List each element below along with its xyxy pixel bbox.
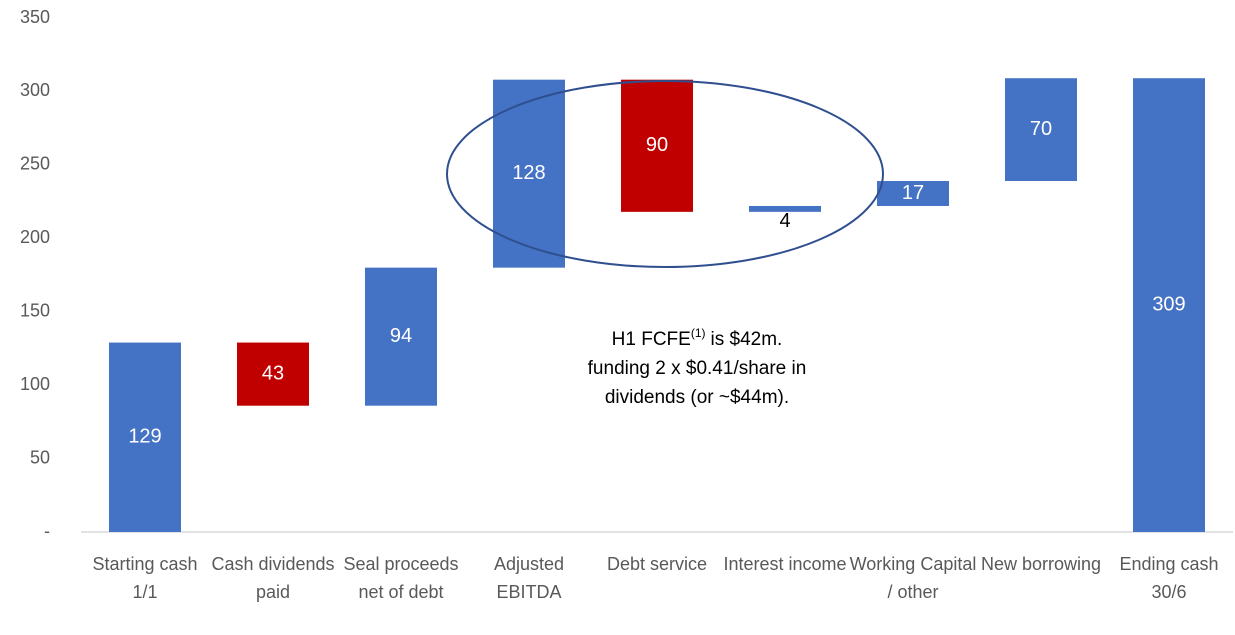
x-tick-label: Debt service: [606, 554, 708, 574]
annotation-part: H1 FCFE: [612, 329, 691, 350]
data-label: 90: [646, 134, 668, 156]
highlight-ellipse: [446, 80, 884, 268]
bar: [877, 181, 949, 206]
annotation: funding 2 x $0.41/share in: [588, 358, 807, 379]
x-tick-label: Cash dividends paid: [211, 554, 335, 602]
x-tick-label: Interest income: [723, 554, 847, 574]
x-label-box: Starting cash 1/1: [92, 554, 198, 602]
data-label: 309: [1152, 293, 1185, 315]
x-tick-label: Working Capital / other: [849, 554, 977, 602]
x-tick-label: Seal proceeds net of debt: [343, 554, 459, 602]
y-tick-label: 50: [30, 447, 50, 467]
data-label: 17: [902, 182, 924, 204]
x-label-box: New borrowing: [980, 554, 1102, 574]
y-tick-label: -: [44, 521, 50, 541]
x-label-box: Working Capital / other: [849, 554, 977, 602]
annotation: H1 FCFE(1) is $42m.: [612, 326, 783, 350]
bar: [365, 267, 437, 406]
data-label: 128: [512, 162, 545, 184]
x-tick-label: New borrowing: [980, 554, 1102, 574]
x-label-box: Interest income: [723, 554, 847, 574]
annotation: dividends (or ~$44m).: [605, 387, 789, 408]
x-tick-label: Adjusted EBITDA: [493, 554, 565, 602]
y-tick-label: 100: [20, 374, 50, 394]
bar: [621, 79, 693, 212]
y-tick-label: 350: [20, 7, 50, 27]
y-tick-label: 300: [20, 80, 50, 100]
y-tick-label: 150: [20, 300, 50, 320]
data-label: 43: [262, 362, 284, 384]
bar: [1133, 78, 1205, 532]
annotation-superscript: (1): [691, 326, 706, 340]
bar: [749, 205, 821, 212]
x-label-box: Adjusted EBITDA: [493, 554, 565, 602]
bar: [109, 342, 181, 532]
data-label: 70: [1030, 118, 1052, 140]
x-label-box: Debt service: [606, 554, 708, 574]
x-tick-label: Ending cash 30/6: [1119, 554, 1219, 602]
x-tick-label: Starting cash 1/1: [92, 554, 198, 602]
y-tick-label: 200: [20, 227, 50, 247]
annotation-part: is $42m.: [711, 329, 783, 350]
data-label: 129: [128, 426, 161, 448]
bar: [1005, 78, 1077, 182]
y-tick-label: 250: [20, 154, 50, 174]
x-label-box: Seal proceeds net of debt: [343, 554, 459, 602]
data-label: 4: [779, 210, 790, 232]
x-label-box: Ending cash 30/6: [1119, 554, 1219, 602]
data-label: 94: [390, 325, 412, 347]
bar: [237, 342, 309, 406]
x-label-box: Cash dividends paid: [211, 554, 335, 602]
